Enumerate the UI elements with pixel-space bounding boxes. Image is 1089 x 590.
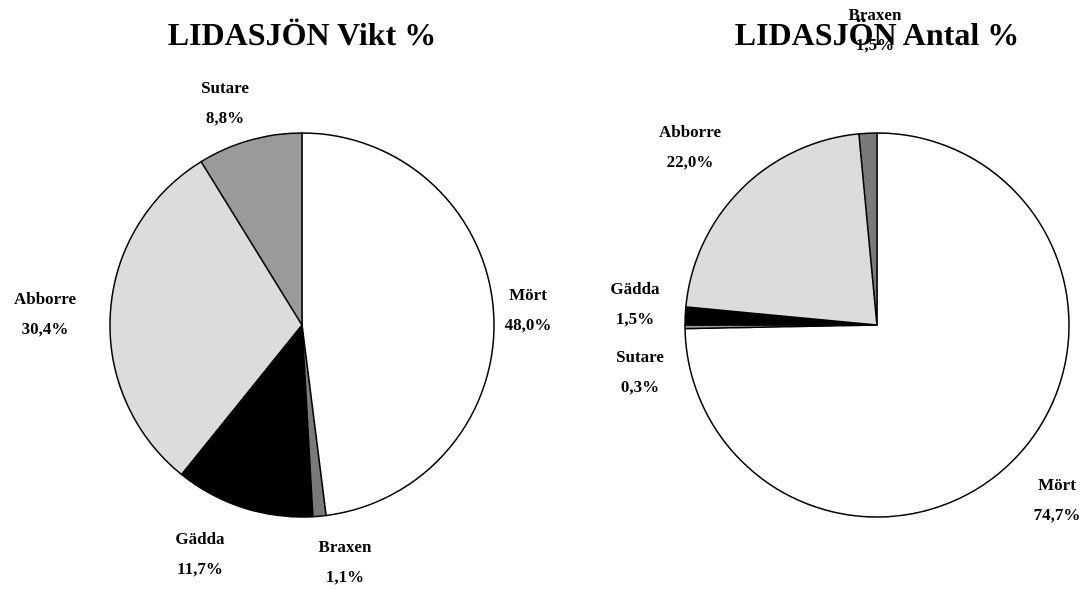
slice-name: Braxen bbox=[849, 5, 902, 24]
pie-slice bbox=[858, 132, 878, 326]
slice-name: Sutare bbox=[201, 78, 249, 97]
slice-name: Abborre bbox=[659, 122, 721, 141]
slice-value: 74,7% bbox=[1034, 505, 1081, 524]
slice-value: 0,3% bbox=[621, 377, 659, 396]
pie-slice bbox=[180, 323, 314, 518]
slice-value: 48,0% bbox=[505, 315, 552, 334]
chart-title: LIDASJÖN Antal % bbox=[735, 16, 1020, 52]
slice-value: 1,1% bbox=[326, 567, 364, 586]
slice-name: Braxen bbox=[319, 537, 372, 556]
slice-value: 11,7% bbox=[177, 559, 223, 578]
pie-slice bbox=[109, 160, 303, 476]
slice-name: Gädda bbox=[610, 279, 660, 298]
slice-name: Mört bbox=[1038, 475, 1076, 494]
slice-name: Sutare bbox=[616, 347, 664, 366]
slice-name: Mört bbox=[509, 285, 547, 304]
slice-value: 8,8% bbox=[206, 108, 244, 127]
slice-value: 1,5% bbox=[856, 35, 894, 54]
pie-slice bbox=[301, 132, 495, 517]
slice-name: Abborre bbox=[14, 289, 76, 308]
slice-value: 22,0% bbox=[667, 152, 714, 171]
slice-value: 30,4% bbox=[22, 319, 69, 338]
pie-slice bbox=[684, 132, 1070, 518]
chart-title: LIDASJÖN Vikt % bbox=[168, 16, 437, 52]
pie-slice bbox=[200, 132, 303, 328]
slice-value: 1,5% bbox=[616, 309, 654, 328]
pie-slice bbox=[685, 133, 878, 326]
slice-name: Gädda bbox=[175, 529, 225, 548]
